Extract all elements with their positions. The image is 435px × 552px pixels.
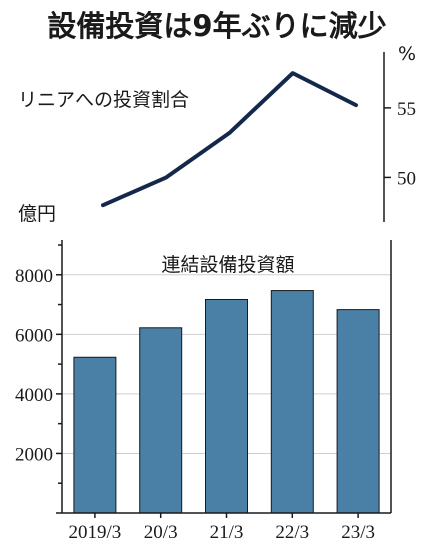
bar-x-tick-label: 22/3	[275, 522, 309, 543]
bar-panel: 連結設備投資額 2000 4000 6000 8000 2019/3 20/3 21/3 2…	[15, 240, 392, 543]
line-y-tick-label: 50	[397, 168, 416, 189]
bar-y-tick-label: 8000	[15, 266, 53, 287]
bar-y-unit: 億円	[18, 203, 56, 225]
line-y-unit: %	[398, 43, 416, 65]
bar-x-tick-label: 20/3	[144, 522, 178, 543]
bar	[139, 327, 183, 514]
line-panel: リニアへの投資割合 % 50 55	[18, 43, 416, 222]
line-y-tick-label: 55	[397, 99, 416, 120]
chart-title: 設備投資は9年ぶりに減少	[47, 9, 386, 43]
bar	[270, 290, 314, 514]
bar	[336, 309, 380, 514]
bar-y-tick-label: 2000	[15, 444, 53, 465]
bar-x-tick-label: 2019/3	[69, 522, 122, 543]
bar-x-tick-label: 21/3	[210, 522, 244, 543]
bar-y-tick-label: 4000	[15, 385, 53, 406]
bar-chart-title: 連結設備投資額	[161, 254, 294, 276]
bar	[205, 298, 248, 514]
bar-y-tick-label: 6000	[15, 325, 53, 346]
bar	[73, 356, 117, 514]
line-series-path	[101, 71, 358, 208]
bar-x-tick-label: 23/3	[341, 522, 375, 543]
line-series-label: リニアへの投資割合	[18, 89, 189, 111]
